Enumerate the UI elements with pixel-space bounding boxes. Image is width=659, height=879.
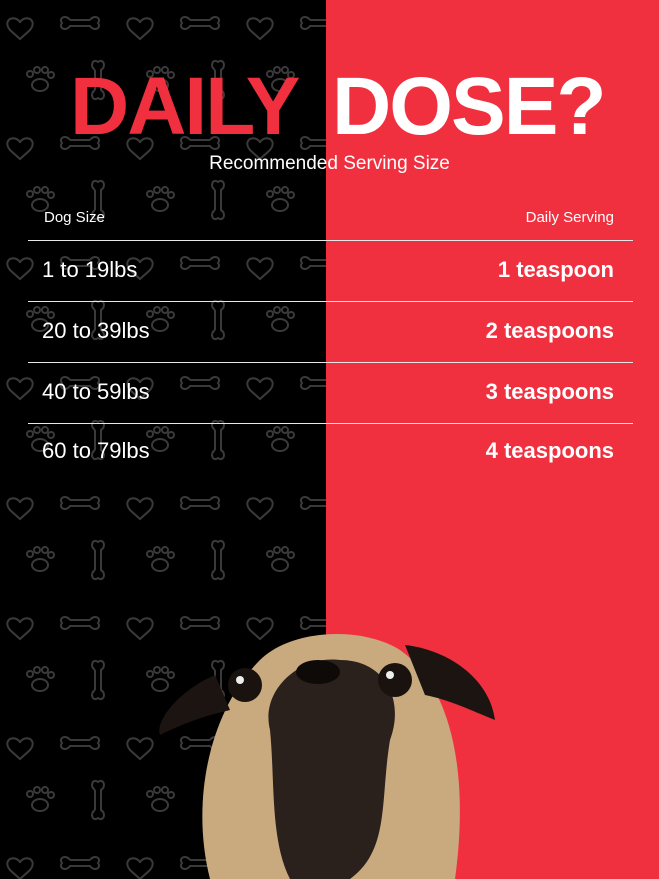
dog-size: 1 to 19lbs	[42, 257, 138, 282]
dog-size: 40 to 59lbs	[42, 379, 150, 404]
subtitle: Recommended Serving Size	[209, 153, 450, 174]
title-dose: DOSE?	[332, 61, 606, 152]
divider	[28, 423, 633, 424]
serving: 4 teaspoons	[485, 438, 614, 463]
pet-pattern-background	[0, 0, 326, 879]
divider	[28, 301, 633, 302]
divider	[28, 362, 633, 363]
divider	[28, 240, 633, 241]
table-row: 60 to 79lbs 4 teaspoons	[0, 438, 659, 478]
serving: 2 teaspoons	[485, 318, 614, 343]
header-daily-serving: Daily Serving	[525, 209, 614, 226]
title-daily: DAILY	[70, 61, 300, 152]
header-dog-size: Dog Size	[44, 209, 105, 226]
pug-image	[159, 633, 495, 879]
serving: 1 teaspoon	[497, 257, 614, 282]
dog-size: 20 to 39lbs	[42, 318, 150, 343]
table-row: 20 to 39lbs 2 teaspoons	[0, 318, 659, 358]
table-row: 1 to 19lbs 1 teaspoon	[0, 257, 659, 297]
serving: 3 teaspoons	[485, 379, 614, 404]
dog-size: 60 to 79lbs	[42, 438, 150, 463]
table-row: 40 to 59lbs 3 teaspoons	[0, 379, 659, 419]
